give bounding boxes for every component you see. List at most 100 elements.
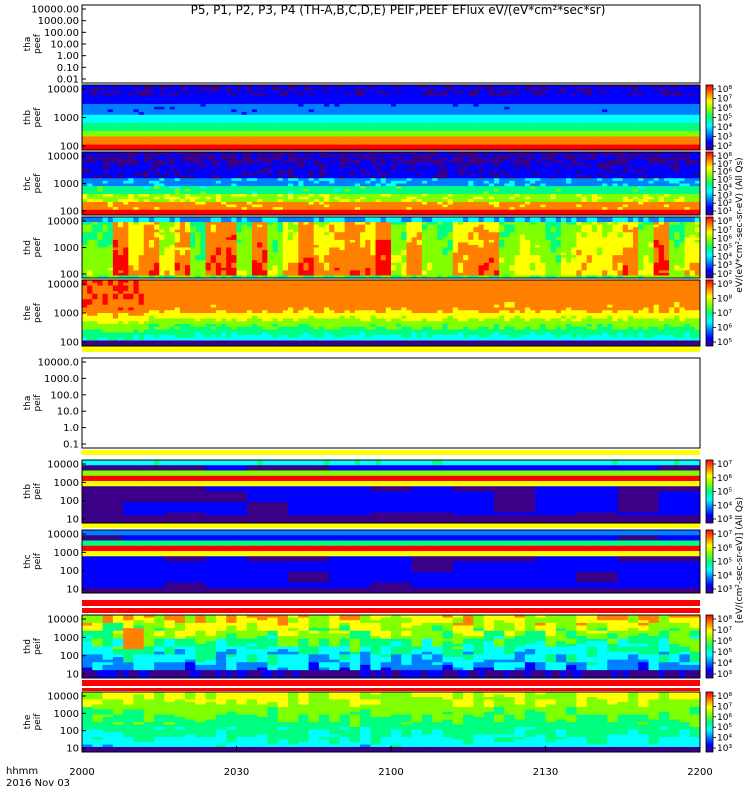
panel-label-product: peef: [33, 33, 43, 54]
stripe-8: [82, 686, 700, 688]
stripe-4: [82, 600, 700, 606]
stripe-2: [82, 450, 700, 455]
ytick-label: 1000: [54, 548, 79, 559]
colorbar-tick-label: 10⁵: [717, 114, 732, 124]
ytick-label: 1000: [54, 478, 79, 489]
colorbar-tick-label: 10⁶: [717, 713, 732, 723]
colorbar-title-upper: eV/(eV*cm²-sec-sr-eV) (All Qs): [735, 157, 745, 292]
colorbar-tick-label: 10⁴: [717, 571, 732, 581]
heatmap-thc-peif: [82, 530, 700, 593]
colorbar-tick-label: 10⁸: [717, 295, 732, 305]
panel-label-probe: the: [23, 305, 33, 320]
panel-label-product: peif: [33, 713, 43, 731]
panel-label-probe: the: [23, 714, 33, 729]
ytick-label: 10: [66, 670, 79, 681]
colorbar-title-lower: [eV/(cm²-sec-sr-eV)] (All Qs): [735, 497, 745, 623]
ytick-label: 1000: [54, 113, 79, 124]
ytick-label: 100: [60, 651, 79, 662]
panel-label-probe: thc: [23, 554, 33, 568]
colorbar-tick-label: 10³: [717, 133, 732, 143]
ytick-label: 10: [66, 744, 79, 755]
heatmap-thd-peif: [82, 615, 700, 678]
ytick-label: 10000: [47, 280, 79, 291]
colorbar-tick-label: 10³: [717, 670, 732, 680]
ytick-label: 10000: [47, 217, 79, 228]
ytick-label: 1000.0: [44, 374, 79, 385]
ytick-label: 10.00: [50, 40, 79, 51]
colorbar-the-peef: [706, 280, 713, 346]
heatmap-the-peef: [82, 280, 700, 346]
colorbar-tick-label: 10⁸: [717, 615, 732, 625]
ytick-label: 1000: [54, 633, 79, 644]
ytick-label: 10000: [47, 460, 79, 471]
colorbar-thd-peif: [706, 615, 713, 678]
ytick-label: 1.00: [57, 51, 79, 62]
colorbar-tick-label: 10⁹: [717, 280, 732, 290]
ytick-label: 1000: [54, 309, 79, 320]
colorbar-tick-label: 10⁵: [717, 558, 732, 568]
stripe-3: [82, 523, 700, 528]
colorbar-tick-label: 10²: [717, 142, 732, 152]
ytick-label: 100.00: [44, 28, 79, 39]
colorbar-tick-label: 10⁵: [717, 488, 732, 498]
colorbar-tick-label: 10⁵: [717, 648, 732, 658]
colorbar-tick-label: 10⁸: [717, 692, 732, 702]
panel-frame-tha-peif: [82, 358, 700, 448]
ytick-label: 1000: [54, 709, 79, 720]
ytick-label: 0.10: [57, 63, 79, 74]
ytick-label: 10000: [47, 530, 79, 541]
colorbar-thb-peif: [706, 460, 713, 523]
ytick-label: 100: [60, 726, 79, 737]
colorbar-thb-peef: [706, 85, 713, 150]
panel-label-product: peef: [33, 302, 43, 323]
colorbar-thc-peif: [706, 530, 713, 593]
ytick-label: 10.0: [57, 407, 79, 418]
ytick-label: 1000: [54, 243, 79, 254]
colorbar-tick-label: 10³: [717, 515, 732, 525]
colorbar-tick-label: 10⁸: [717, 85, 732, 95]
xtick-label: 2030: [224, 767, 249, 778]
stripe-5: [82, 606, 700, 608]
heatmap-thb-peif: [82, 460, 700, 523]
panel-label-probe: thb: [23, 110, 33, 125]
ytick-label: 100: [60, 566, 79, 577]
stripe-9: [82, 688, 700, 691]
colorbar-thd-peef: [706, 217, 713, 278]
colorbar-tick-label: 10⁶: [717, 104, 732, 114]
x-axis-unit: hhmm: [6, 766, 38, 777]
ytick-label: 1000.00: [38, 16, 79, 27]
xtick-label: 2000: [69, 767, 94, 778]
colorbar-tick-label: 10³: [717, 585, 732, 595]
colorbar-tick-label: 10⁷: [717, 309, 732, 319]
heatmap-the-peif: [82, 692, 700, 752]
panel-label-product: peif: [33, 552, 43, 570]
panel-label-product: peef: [33, 107, 43, 128]
panel-label-probe: thb: [23, 484, 33, 499]
ytick-label: 10: [66, 585, 79, 596]
ytick-label: 0.1: [63, 440, 79, 451]
colorbar-tick-label: 10⁴: [717, 659, 732, 669]
ytick-label: 100: [60, 338, 79, 349]
ytick-label: 10000.00: [31, 5, 79, 16]
panel-label-product: peif: [33, 482, 43, 500]
colorbar-tick-label: 10⁶: [717, 637, 732, 647]
panel-label-probe: thc: [23, 176, 33, 190]
colorbar-tick-label: 10¹: [717, 207, 732, 217]
ytick-label: 10000: [47, 692, 79, 703]
colorbar-tick-label: 10⁵: [717, 723, 732, 733]
heatmap-thb-peef: [82, 85, 700, 150]
colorbar-thc-peef: [706, 152, 713, 215]
panel-label-probe: thd: [23, 639, 33, 654]
colorbar-tick-label: 10⁷: [717, 702, 732, 712]
colorbar-tick-label: 10⁷: [717, 460, 732, 470]
panels: 10000.001000.00100.0010.001.000.100.01th…: [23, 5, 732, 755]
ytick-label: 10000: [47, 152, 79, 163]
heatmap-thc-peef: [82, 152, 700, 215]
